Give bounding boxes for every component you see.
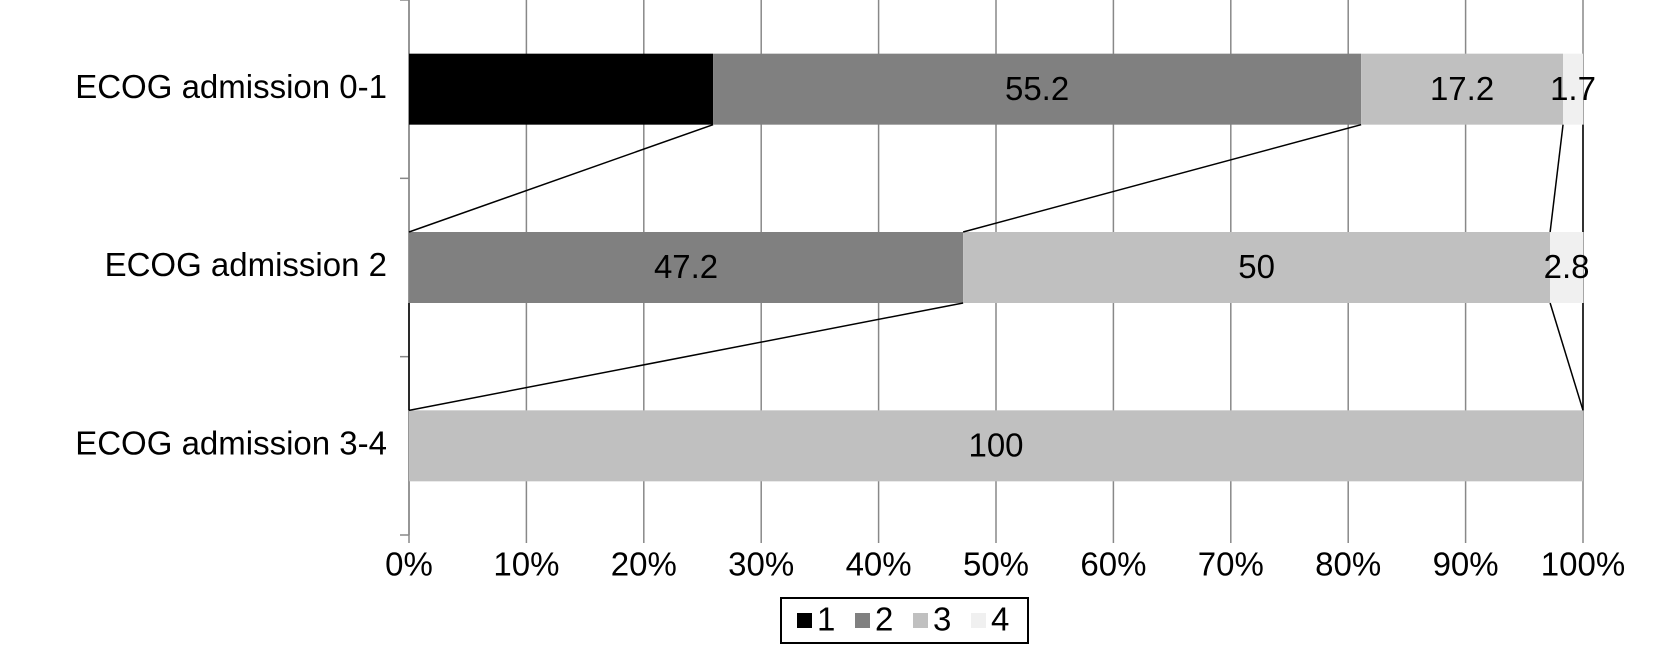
data-label: 17.2 bbox=[1430, 70, 1494, 107]
x-tick-label: 100% bbox=[1541, 546, 1625, 583]
legend: 1 2 3 4 bbox=[780, 597, 1029, 644]
data-label: 55.2 bbox=[1005, 70, 1069, 107]
data-label: 2.8 bbox=[1544, 248, 1590, 285]
legend-swatch bbox=[913, 613, 928, 628]
legend-swatch bbox=[797, 613, 812, 628]
bar-segment bbox=[1361, 53, 1564, 125]
legend-box bbox=[780, 597, 1029, 644]
x-tick-label: 70% bbox=[1198, 546, 1264, 583]
series-line bbox=[1549, 302, 1584, 411]
data-label: 47.2 bbox=[654, 248, 718, 285]
legend-label: 3 bbox=[933, 601, 951, 638]
x-tick-label: 80% bbox=[1315, 546, 1381, 583]
x-tick-label: 10% bbox=[493, 546, 559, 583]
y-tick-label: ECOG admission 3-4 bbox=[75, 425, 387, 462]
series-line bbox=[408, 302, 964, 412]
x-tick-label: 60% bbox=[1080, 546, 1146, 583]
x-tick-label: 0% bbox=[385, 546, 433, 583]
data-label: 100 bbox=[968, 427, 1023, 464]
legend-swatch bbox=[971, 613, 986, 628]
legend-label: 2 bbox=[875, 601, 893, 638]
bar-segment bbox=[409, 53, 714, 125]
bar-segment bbox=[1550, 232, 1583, 303]
x-tick-label: 90% bbox=[1433, 546, 1499, 583]
data-label: 25.9 bbox=[529, 70, 593, 107]
legend-swatch bbox=[855, 613, 870, 628]
y-tick-label: ECOG admission 2 bbox=[105, 246, 387, 283]
data-label: 1.7 bbox=[1550, 70, 1596, 107]
bar-segment bbox=[963, 232, 1551, 303]
series-line bbox=[962, 123, 1362, 233]
y-tick-label: ECOG admission 0-1 bbox=[75, 68, 387, 105]
bar-segment bbox=[713, 53, 1362, 125]
data-label: 50 bbox=[1238, 248, 1275, 285]
legend-label: 4 bbox=[991, 601, 1009, 638]
series-line bbox=[1549, 124, 1564, 233]
x-tick-label: 40% bbox=[846, 546, 912, 583]
series-line bbox=[408, 123, 714, 233]
x-tick-label: 20% bbox=[611, 546, 677, 583]
bar-segment bbox=[409, 410, 1583, 482]
x-tick-label: 50% bbox=[963, 546, 1029, 583]
x-tick-label: 30% bbox=[728, 546, 794, 583]
legend-label: 1 bbox=[817, 601, 835, 638]
bar-segment bbox=[1563, 53, 1583, 125]
bar-segment bbox=[409, 232, 964, 303]
